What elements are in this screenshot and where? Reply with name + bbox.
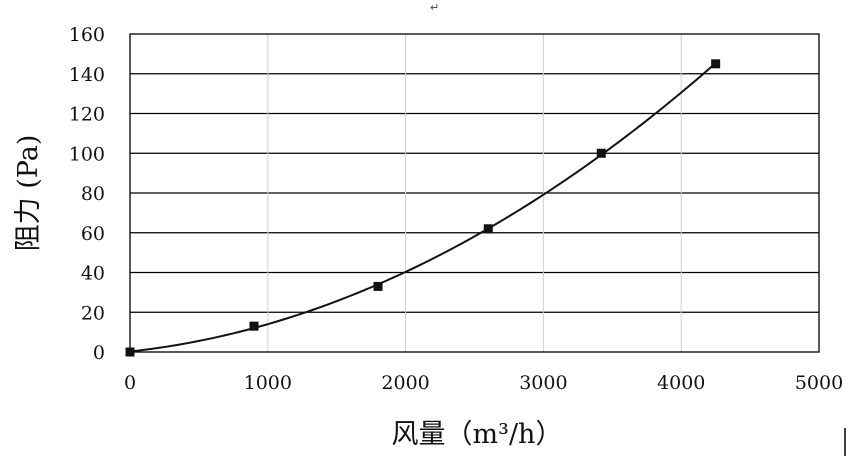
y-tick-label: 0 — [93, 342, 105, 364]
point-layer — [125, 59, 721, 357]
grid-layer — [130, 34, 819, 352]
x-tick-label: 0 — [124, 372, 136, 394]
x-tick-label: 1000 — [244, 372, 292, 394]
plot-frame — [129, 33, 820, 353]
y-axis-title: 阻力 (Pa) — [13, 135, 44, 252]
y-tick-label: 160 — [69, 24, 105, 46]
x-tick-label: 2000 — [381, 372, 429, 394]
y-tick-label: 120 — [69, 104, 105, 126]
y-tick-label: 80 — [81, 183, 105, 205]
y-tick-label: 40 — [81, 263, 105, 285]
data-point — [373, 281, 383, 291]
x-tick-label: 4000 — [657, 372, 705, 394]
y-tick-label: 100 — [69, 143, 105, 165]
y-tick-label: 60 — [81, 223, 105, 245]
data-point — [125, 347, 135, 357]
y-tick-label: 140 — [69, 64, 105, 86]
data-point — [249, 321, 259, 331]
y-tick-label: 20 — [81, 302, 105, 324]
data-point — [483, 224, 493, 234]
y-tick-labels: 0 20 40 60 80 100 120 140 160 — [69, 24, 105, 364]
x-tick-label: 5000 — [795, 372, 843, 394]
curve-layer — [129, 62, 717, 353]
x-tick-label: 3000 — [519, 372, 567, 394]
data-point — [596, 148, 606, 158]
trend-curve — [129, 62, 717, 353]
return-mark: ↵ — [430, 1, 439, 14]
data-point — [711, 59, 721, 69]
x-tick-labels: 0 1000 2000 3000 4000 5000 — [124, 372, 843, 394]
x-axis-title: 风量（m³/h） — [392, 419, 563, 450]
